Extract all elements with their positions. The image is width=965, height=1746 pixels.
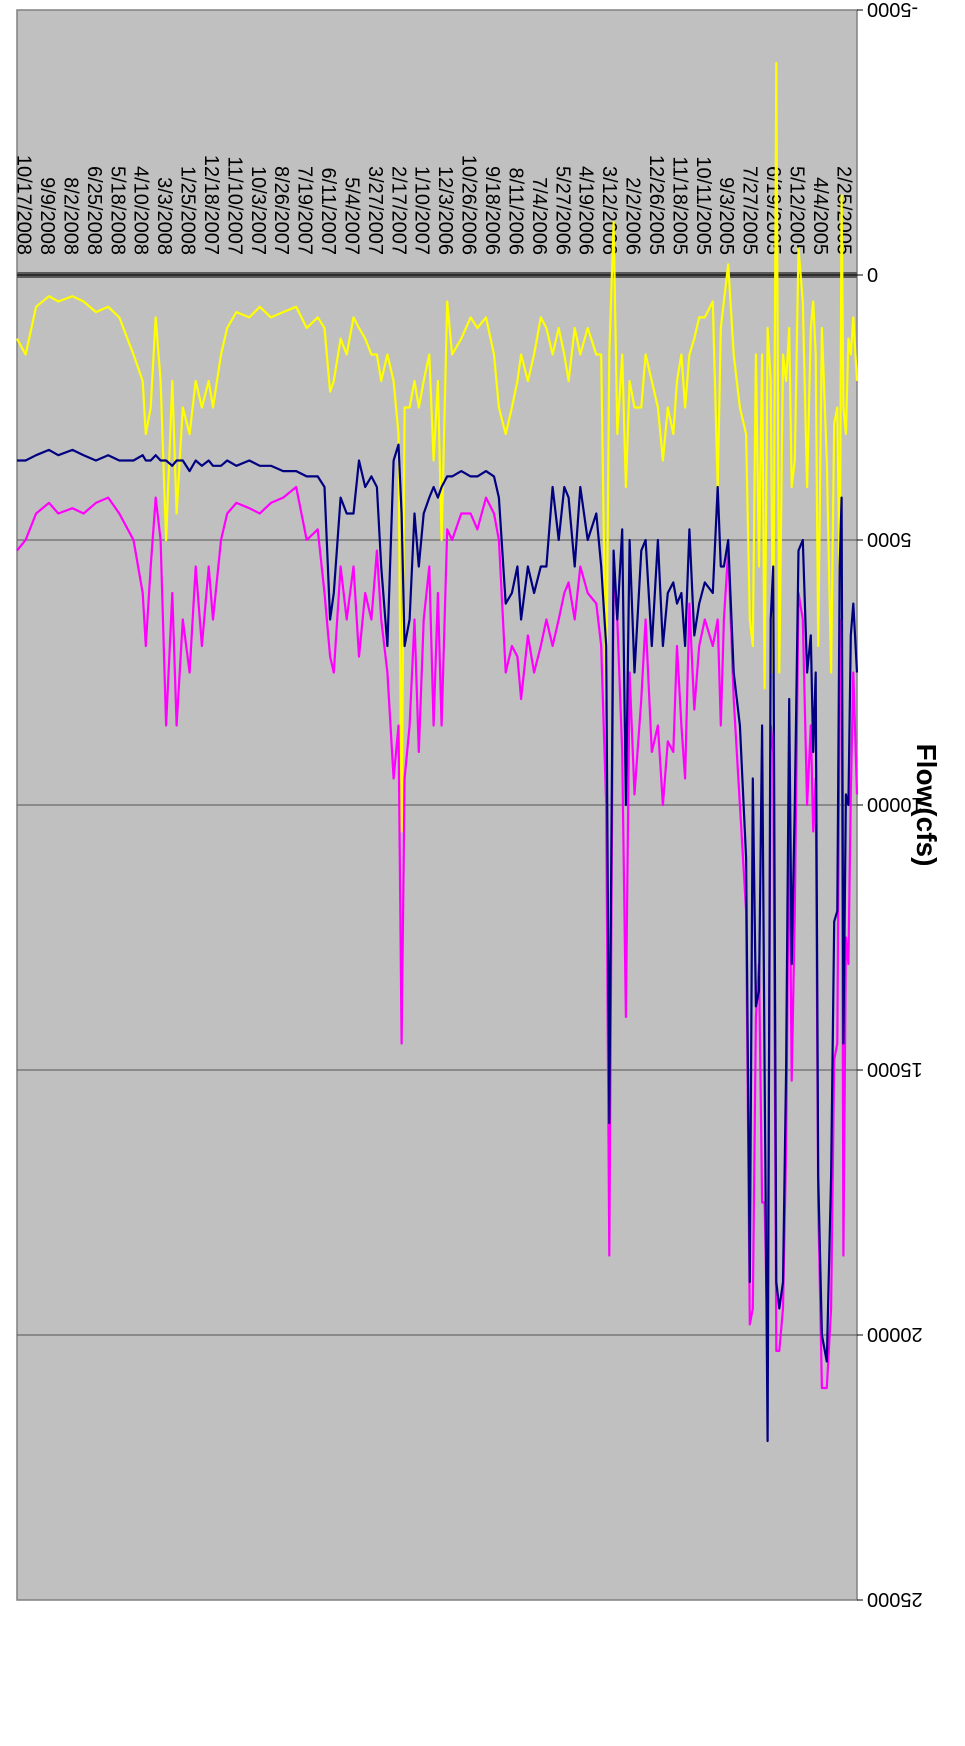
- x-tick-label: 3/12/2006: [598, 166, 620, 255]
- series-line-1: [16, 485, 859, 1390]
- x-tick-label: 6/19/2005: [762, 166, 784, 255]
- x-tick-label: 5/18/2008: [106, 166, 128, 255]
- x-tick-label: 9/3/2005: [715, 177, 737, 255]
- y-tick-label: -5000: [867, 0, 918, 20]
- x-tick-label: 8/11/2006: [504, 168, 526, 256]
- y-tick-label: 10000: [867, 793, 923, 815]
- x-tick-label: 10/17/2008: [13, 155, 35, 255]
- y-tick-label: 0: [867, 263, 878, 285]
- y-tick-label: 25000: [867, 1588, 923, 1610]
- x-tick-label: 10/3/2007: [247, 166, 269, 255]
- series-line-3: [16, 61, 859, 833]
- x-tick-label: 4/10/2008: [130, 166, 152, 255]
- x-tick-label: 11/10/2007: [223, 156, 245, 255]
- x-tick-label: 3/3/2008: [153, 177, 175, 255]
- x-tick-label: 10/26/2006: [458, 155, 480, 255]
- x-tick-label: 2/25/2005: [832, 166, 854, 255]
- x-tick-label: 8/26/2007: [270, 166, 292, 255]
- x-tick-label: 2/2/2006: [622, 177, 644, 255]
- x-tick-label: 9/18/2006: [481, 166, 503, 255]
- y-axis-title: Flow(cfs): [911, 744, 942, 867]
- x-tick-label: 2/17/2007: [387, 166, 409, 255]
- y-axis: 25000 20000 15000 10000 5000 0 -5000: [857, 0, 923, 1610]
- series-line-2: [17, 443, 859, 1443]
- x-tick-label: 1/25/2008: [177, 166, 199, 255]
- x-tick-label: 6/25/2008: [83, 166, 105, 255]
- x-tick-label: 12/26/2005: [645, 155, 667, 255]
- x-tick-label: 5/12/2005: [785, 166, 807, 255]
- x-tick-label: 12/18/2007: [200, 155, 222, 255]
- x-tick-label: 5/27/2006: [551, 166, 573, 255]
- y-tick-label: 20000: [867, 1323, 923, 1345]
- series-group: [16, 61, 859, 1443]
- x-tick-label: 1/10/2007: [411, 166, 433, 255]
- x-axis: 2/25/20054/4/20055/12/20056/19/20057/27/…: [13, 155, 857, 278]
- x-tick-label: 12/3/2006: [434, 166, 456, 255]
- x-tick-label: 7/27/2005: [739, 166, 761, 255]
- y-tick-label: 15000: [867, 1058, 923, 1080]
- x-tick-label: 11/18/2005: [668, 156, 690, 255]
- x-tick-label: 9/9/2008: [36, 177, 58, 255]
- x-tick-label: 4/19/2006: [575, 166, 597, 255]
- x-tick-label: 6/11/2007: [317, 168, 339, 256]
- x-tick-label: 3/27/2007: [364, 166, 386, 255]
- x-tick-label: 4/4/2005: [809, 177, 831, 255]
- x-tick-label: 7/19/2007: [294, 166, 316, 255]
- x-tick-label: 10/11/2005: [692, 156, 714, 255]
- x-tick-label: 5/4/2007: [340, 177, 362, 255]
- y-tick-label: 5000: [867, 528, 912, 550]
- x-tick-label: 8/2/2008: [59, 177, 81, 255]
- x-tick-label: 7/4/2006: [528, 177, 550, 255]
